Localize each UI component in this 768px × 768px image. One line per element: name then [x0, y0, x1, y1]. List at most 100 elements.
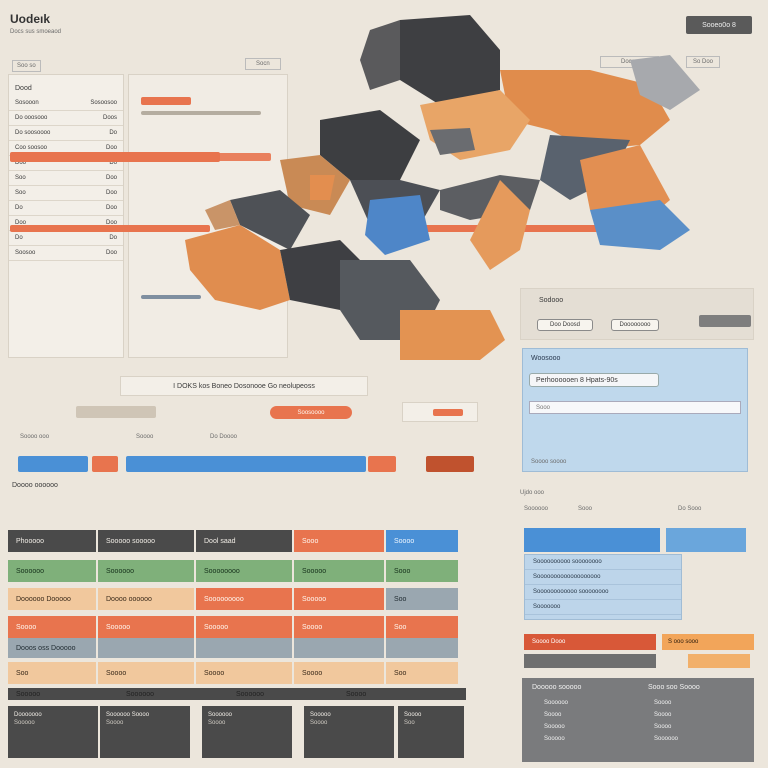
table-cell[interactable]: Soooo [98, 662, 194, 684]
bottom-right-right-header: Sooo soo Soooo [648, 684, 700, 691]
timeline-bar-4 [368, 456, 396, 472]
table-cell[interactable] [98, 638, 194, 658]
progress-bar-top [141, 97, 191, 105]
table-cell[interactable]: Soo [8, 662, 96, 684]
footer-cell[interactable]: Soooooo Soooo [202, 706, 292, 758]
table-cell[interactable] [294, 638, 384, 658]
progress-bar-gray [141, 111, 261, 115]
slider-track-left[interactable] [76, 406, 156, 418]
right-list-item[interactable]: Sooooooooooooooooooo [525, 570, 681, 585]
table-cell[interactable]: Sooooo [196, 616, 292, 638]
table-cell[interactable] [386, 638, 458, 658]
slider-pill[interactable]: Soosoooo [270, 406, 352, 419]
left-panel-row[interactable]: Soo Doo [9, 186, 123, 201]
footer-cell-title: Dooooooo [14, 712, 42, 718]
table-cell[interactable]: Soo [386, 662, 458, 684]
slider-box-right [402, 402, 478, 422]
bottom-left-item[interactable]: Soooooo [544, 700, 569, 706]
footer-cell[interactable]: Dooooooo Sooooo [8, 706, 98, 758]
timeline-bar-3 [126, 456, 366, 472]
right-list-orange-bar: S ooo sooo [662, 634, 754, 650]
table-title: Doooo oooooo [12, 482, 58, 489]
bottom-right-left-header: Dooooo sooooo [532, 684, 582, 691]
left-panel-row[interactable]: Do Doo [9, 201, 123, 216]
footer-cell-title: Soooo [404, 712, 422, 718]
data-table: Doooo oooooo Phooooo Sooooo sooooo Dool sa… [8, 478, 474, 763]
table-cell[interactable]: Soooo [294, 662, 384, 684]
timeline-bar-2 [92, 456, 118, 472]
footer-col-1: Sooooo [16, 690, 41, 698]
table-cell[interactable]: Sooo [294, 530, 384, 552]
search-input-2[interactable]: Sooo [529, 401, 741, 414]
table-cell[interactable]: Dooos oss Dooooo [8, 638, 96, 658]
search-field[interactable]: Perhoooooen 8 Hpats-90s [529, 373, 659, 387]
table-cell[interactable]: Sooo [386, 560, 458, 582]
table-cell[interactable]: Phooooo [8, 530, 96, 552]
world-map [185, 15, 700, 360]
table-cell[interactable]: Soooo [386, 530, 458, 552]
table-cell[interactable]: Soooooooo [196, 560, 292, 582]
right-list-item[interactable]: Soooooooooooo soooooooo [525, 585, 681, 600]
table-cell[interactable]: Doooooo Dooooo [8, 588, 96, 610]
timeline-bar-5 [426, 456, 474, 472]
left-row-value: Doo [105, 175, 117, 181]
left-panel-row[interactable]: Sosooon Sosoosoo [9, 96, 123, 111]
bottom-left-item[interactable]: Soooo [544, 712, 562, 718]
left-row-label: Doo [15, 220, 27, 226]
left-row-value: Doo [105, 250, 117, 256]
table-cell[interactable]: Soooooo [8, 560, 96, 582]
left-row-value: Doo [105, 190, 117, 196]
right-list: Ujdo ooo Soooooo Sooo Do Sooo Sooooooooo… [518, 490, 758, 670]
top-label-2: Socn [245, 58, 281, 70]
bottom-right-item[interactable]: Soooo [654, 712, 672, 718]
left-panel-row[interactable]: Do ooosooo Doos [9, 111, 123, 126]
slider-right-fill [433, 409, 463, 416]
left-panel-row[interactable]: Soosoo Doo [9, 246, 123, 261]
table-cell[interactable]: Doooo oooooo [98, 588, 194, 610]
search-card: Woosooo Perhoooooen 8 Hpats-90s Sooo Soo… [522, 348, 748, 472]
right-card: Sodooo Doo Doosd Doooooooo [520, 288, 754, 340]
bottom-right-item[interactable]: Soooo [654, 700, 672, 706]
bottom-left-item[interactable]: Sooooo [544, 724, 565, 730]
top-right-button[interactable]: Sooeo0o 8 [686, 16, 752, 34]
right-list-item[interactable]: Sooooooo [525, 600, 681, 615]
right-card-button-1[interactable]: Doo Doosd [537, 319, 593, 331]
table-cell[interactable]: Sooooo [294, 588, 384, 610]
table-cell[interactable]: Soooo [294, 616, 384, 638]
left-panel-list: Sosooon Sosoosoo Do ooosooo Doos Do soosoooo… [9, 96, 123, 261]
bottom-right-item[interactable]: Soooooo [654, 736, 679, 742]
top-label-4: So Doo [686, 56, 721, 68]
left-row-value: Doo [105, 220, 117, 226]
left-panel-row[interactable]: Do soosoooo Do [9, 126, 123, 141]
footer-cell[interactable]: Soooo Soo [398, 706, 464, 758]
right-list-title: Ujdo ooo [520, 490, 545, 496]
left-panel-row[interactable]: Do Do [9, 231, 123, 246]
table-cell[interactable]: Sooooooooo [196, 588, 292, 610]
footer-cell-subtitle: Soo [404, 720, 415, 726]
right-card-button-2[interactable]: Doooooooo [611, 319, 659, 331]
table-cell[interactable]: Soo [386, 616, 458, 638]
bottom-right-item[interactable]: Soooo [654, 724, 672, 730]
left-row-label: Coo soosoo [15, 145, 48, 151]
table-cell[interactable]: Soooooo [98, 560, 194, 582]
left-panel-row[interactable]: Soo Doo [9, 171, 123, 186]
footer-cell[interactable]: Soooooo Soooo Soooo [100, 706, 190, 758]
table-cell[interactable] [196, 638, 292, 658]
right-list-gray-bar [524, 654, 656, 668]
left-row-value: Do [109, 160, 117, 166]
footer-cell[interactable]: Sooooo Soooo [304, 706, 394, 758]
left-panel-row[interactable]: Doo Do [9, 156, 123, 171]
top-label-1: Soo so [12, 60, 41, 72]
table-cell[interactable]: Sooooo [98, 616, 194, 638]
right-list-item[interactable]: Soooooooooo soooooooo [525, 555, 681, 570]
table-cell[interactable]: Sooooo [294, 560, 384, 582]
table-cell[interactable]: Soooo [8, 616, 96, 638]
right-list-col-2: Sooo [578, 506, 593, 512]
table-cell[interactable]: Dool saad [196, 530, 292, 552]
table-cell[interactable]: Soooo [196, 662, 292, 684]
bottom-left-item[interactable]: Sooooo [544, 736, 565, 742]
left-row-label: Soosoo [15, 250, 36, 256]
table-cell[interactable]: Sooooo sooooo [98, 530, 194, 552]
footer-col-2: Soooooo [126, 690, 155, 698]
table-cell[interactable]: Soo [386, 588, 458, 610]
